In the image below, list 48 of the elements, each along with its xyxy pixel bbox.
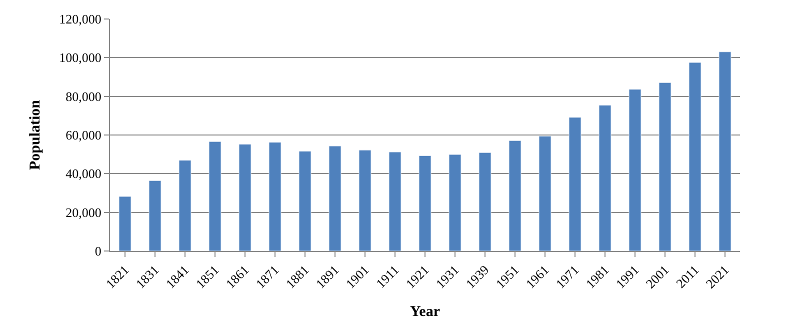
bar — [208, 141, 222, 251]
bar — [478, 152, 492, 251]
bar — [718, 52, 732, 251]
y-tick-label: 120,000 — [59, 12, 102, 27]
y-axis-title: Population — [27, 99, 44, 170]
x-tick-label: 1991 — [612, 262, 642, 292]
bar — [118, 196, 132, 251]
y-tick-label: 0 — [94, 244, 102, 259]
bar — [388, 152, 402, 251]
x-tick-label: 1831 — [132, 262, 162, 292]
bar — [508, 140, 522, 251]
bar — [658, 82, 672, 251]
x-tick-label: 1981 — [582, 262, 612, 292]
bar — [418, 155, 432, 251]
x-tick-label: 1821 — [102, 262, 132, 292]
bar — [688, 62, 702, 251]
x-tick-label: 1931 — [432, 262, 462, 292]
bar — [238, 144, 252, 251]
x-tick-label: 1891 — [312, 262, 342, 292]
x-tick-label: 1871 — [252, 262, 282, 292]
bar — [358, 150, 372, 251]
x-tick-label: 1841 — [162, 262, 192, 292]
bar — [328, 146, 342, 251]
y-tick-label: 80,000 — [66, 88, 102, 104]
bar — [448, 154, 462, 251]
x-axis-title: Year — [410, 304, 440, 320]
y-tick-label: 20,000 — [66, 204, 102, 220]
x-tick-label: 1961 — [522, 262, 552, 292]
x-tick-label: 1911 — [373, 262, 402, 291]
x-tick-label: 1881 — [282, 262, 312, 292]
y-tick-label: 60,000 — [66, 128, 102, 143]
y-tick-label: 40,000 — [66, 166, 102, 182]
bar — [268, 142, 282, 251]
x-tick-label: 1851 — [192, 262, 222, 292]
x-tick-label: 1971 — [552, 262, 582, 292]
bar — [148, 180, 162, 251]
x-tick-label: 1861 — [222, 262, 252, 292]
x-tick-label: 1921 — [402, 262, 432, 292]
bar — [628, 89, 642, 251]
bar — [598, 104, 612, 251]
y-tick-label: 100,000 — [59, 50, 102, 66]
bar — [178, 160, 192, 251]
x-tick-label: 1901 — [342, 262, 372, 292]
bar — [298, 150, 312, 251]
bar — [538, 136, 552, 251]
x-tick-label: 2011 — [673, 262, 702, 291]
x-tick-label: 1951 — [492, 262, 522, 292]
bar — [568, 117, 582, 251]
